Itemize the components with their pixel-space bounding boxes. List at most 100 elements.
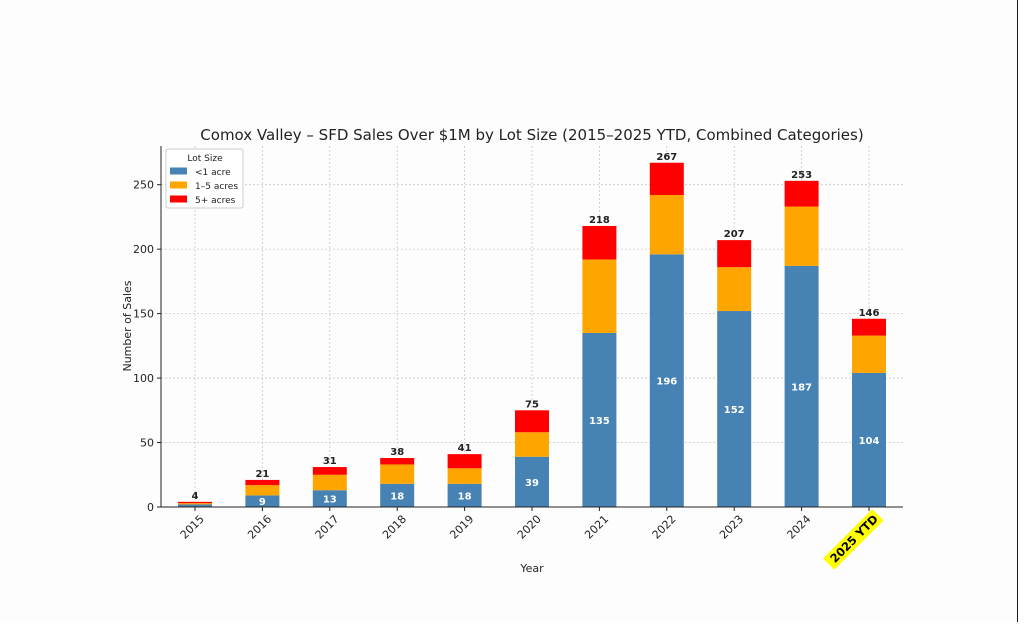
y-tick-label: 50 xyxy=(140,437,154,450)
y-tick-label: 250 xyxy=(133,179,154,192)
x-tick-label: 2022 xyxy=(650,513,679,542)
x-tick-label-group: 2019 xyxy=(447,513,476,542)
y-axis-ticks: 0 50 100 150 200 250 xyxy=(133,179,161,514)
y-axis-label: Number of Sales xyxy=(121,280,134,371)
x-tick-label: 2024 xyxy=(784,513,813,542)
bar-segment xyxy=(312,474,347,491)
y-tick-label: 200 xyxy=(133,243,154,256)
x-tick-label: 2017 xyxy=(313,513,342,542)
total-label: 4 xyxy=(192,491,199,502)
x-tick-label-group: 2017 xyxy=(313,513,342,542)
bar-segment xyxy=(717,311,752,507)
bar-segment xyxy=(515,456,549,507)
bars xyxy=(178,162,886,507)
x-tick-label-group: 2018 xyxy=(380,513,409,542)
x-tick-label: 2020 xyxy=(515,513,544,542)
segment-value-label: 152 xyxy=(724,405,745,416)
bar-segment xyxy=(245,495,280,507)
bar-segment xyxy=(447,454,482,469)
x-tick-label-group: 2024 xyxy=(784,513,813,542)
x-axis-ticks: 2015 2016 2017 2018 2019 2020 2021 2022 2023 2024… xyxy=(178,507,884,570)
total-label: 21 xyxy=(255,469,269,480)
bar-segment xyxy=(784,265,819,507)
bar-segment xyxy=(380,458,415,465)
bar-segment xyxy=(582,259,617,333)
x-tick-label: 2021 xyxy=(582,513,611,542)
legend-items: <1 acre 1–5 acres 5+ acres xyxy=(170,167,238,206)
bar-segment xyxy=(245,485,280,496)
y-tick-label: 100 xyxy=(133,372,154,385)
total-label: 38 xyxy=(390,447,404,458)
total-label: 41 xyxy=(458,443,472,454)
segment-value-label: 104 xyxy=(859,436,880,447)
segment-value-label: 13 xyxy=(323,495,337,506)
segment-value-label: 18 xyxy=(390,491,404,502)
y-tick-label: 0 xyxy=(147,501,154,514)
legend: Lot Size <1 acre 1–5 acres 5+ acres xyxy=(165,148,244,209)
legend-swatch xyxy=(170,181,187,189)
legend-swatch xyxy=(170,195,187,203)
x-tick-label: 2023 xyxy=(717,513,746,542)
window-margin xyxy=(1018,0,1030,622)
x-tick-label-group: 2022 xyxy=(650,513,679,542)
bar-segment xyxy=(582,225,617,260)
x-tick-label-group: 2016 xyxy=(245,513,274,542)
bar-segment xyxy=(380,483,415,507)
segment-value-label: 9 xyxy=(259,497,266,508)
x-tick-label: 2025 YTD xyxy=(827,512,881,566)
total-label: 253 xyxy=(791,170,812,181)
x-tick-label: 2018 xyxy=(380,513,409,542)
bar-segment xyxy=(380,464,415,484)
x-tick-label: 2019 xyxy=(447,513,476,542)
segment-value-label: 39 xyxy=(525,478,539,489)
x-tick-label-group: 2023 xyxy=(717,513,746,542)
bar-segment xyxy=(178,504,212,507)
legend-frame xyxy=(165,148,244,209)
bar-segment xyxy=(649,254,684,507)
total-label: 267 xyxy=(656,152,677,163)
chart-title: Comox Valley – SFD Sales Over $1M by Lot… xyxy=(200,126,863,144)
y-tick-label: 150 xyxy=(133,308,154,321)
bar-segment xyxy=(649,194,684,255)
x-tick-label: 2016 xyxy=(245,513,274,542)
total-label: 31 xyxy=(323,456,337,467)
segment-value-label: 135 xyxy=(589,416,610,427)
bar-segment xyxy=(447,468,482,484)
bar-segment xyxy=(717,240,752,268)
segment-value-labels: 9 13 18 18 39 135 196 152 187 104 xyxy=(259,377,880,509)
legend-label: 5+ acres xyxy=(195,196,236,206)
bar-segment xyxy=(245,479,280,486)
total-label: 146 xyxy=(859,308,880,319)
legend-label: <1 acre xyxy=(195,168,231,178)
x-axis-label: Year xyxy=(519,562,544,575)
bar-segment xyxy=(852,372,886,507)
bar-segment xyxy=(717,267,752,312)
x-tick-label-group: 2021 xyxy=(582,513,611,542)
segment-value-label: 196 xyxy=(656,377,677,388)
bar-segment xyxy=(515,410,549,433)
total-label: 207 xyxy=(724,229,745,240)
segment-value-label: 187 xyxy=(791,382,812,393)
highlight-box xyxy=(822,509,884,570)
x-tick-label-group: 2020 xyxy=(515,513,544,542)
bar-segment xyxy=(852,318,886,336)
bar-segment xyxy=(312,467,347,475)
x-tick-label-group: 2015 xyxy=(178,513,207,542)
bar-segment xyxy=(784,206,819,266)
bar-segment xyxy=(447,483,482,507)
bar-segment xyxy=(784,180,819,207)
total-labels: 4 21 31 38 41 75 218 267 207 253 146 xyxy=(192,152,880,502)
bar-segment xyxy=(178,503,212,505)
bar-segment xyxy=(582,332,617,507)
bar-segment xyxy=(178,501,212,504)
bar-segment xyxy=(515,432,549,457)
legend-label: 1–5 acres xyxy=(195,182,238,192)
bar-segment xyxy=(649,162,684,195)
total-label: 75 xyxy=(525,399,539,410)
total-label: 218 xyxy=(589,215,610,226)
legend-swatch xyxy=(170,167,187,175)
x-tick-label: 2015 xyxy=(178,513,207,542)
legend-title: Lot Size xyxy=(187,154,223,164)
